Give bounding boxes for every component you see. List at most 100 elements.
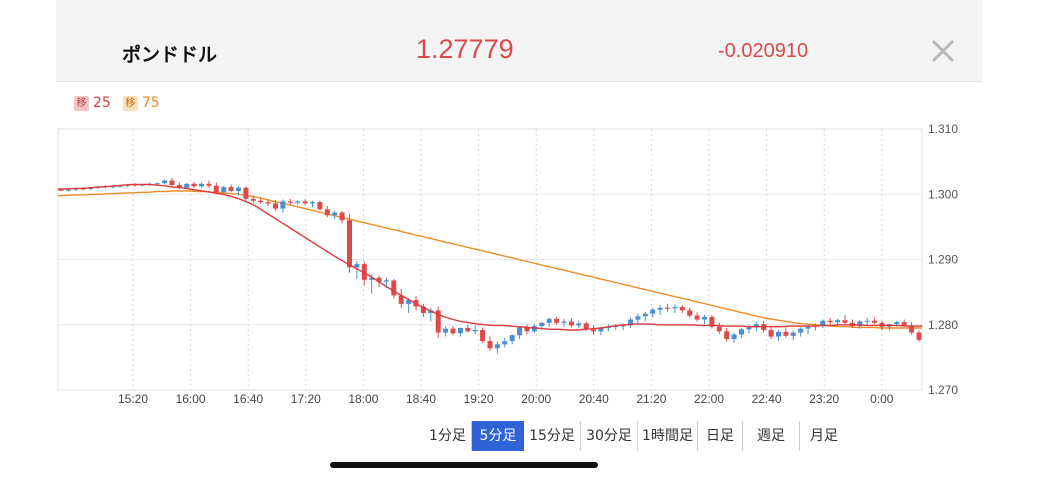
candle-body [635,316,640,319]
candle-body [798,329,803,333]
candle-body [894,322,899,324]
candle-body [155,183,160,184]
candle-body [769,330,774,337]
candle-body [865,321,870,322]
candle-body [917,333,922,340]
home-indicator [330,462,598,468]
x-tick-label: 19:20 [464,392,494,406]
candle-body [569,322,574,326]
x-tick-label: 16:00 [176,392,206,406]
candle-body [562,322,567,323]
candle-body [384,280,389,281]
tf-daily-button[interactable]: 日足 [698,421,743,451]
candle-body [576,323,581,325]
candle-body [325,209,330,215]
candle-body [806,327,811,329]
candle-body [59,190,64,191]
x-tick-label: 20:00 [521,392,551,406]
y-tick-label: 1.300 [928,187,958,201]
candle-body [502,341,507,344]
candle-body [717,327,722,332]
candle-body [650,310,655,314]
tf-1hour-button[interactable]: 1時間足 [638,421,698,451]
candle-body [480,330,485,341]
candle-body [702,317,707,320]
candle-body [687,310,692,315]
ma25-line [58,185,922,331]
candle-body [672,307,677,308]
timeframe-selector: 1分足 5分足 15分足 30分足 1時間足 日足 週足 月足 [424,420,848,452]
x-tick-label: 22:00 [694,392,724,406]
candle-body [288,201,293,202]
x-tick-label: 16:40 [233,392,263,406]
candle-body [332,213,337,216]
candle-body [184,184,189,188]
candle-body [295,201,300,202]
candle-body [539,323,544,326]
candle-body [902,322,907,325]
y-tick-label: 1.270 [928,383,958,397]
tf-15min-button[interactable]: 15分足 [524,421,581,451]
candle-body [665,308,670,309]
x-tick-label: 22:40 [752,392,782,406]
candle-body [554,319,559,323]
x-tick-label: 18:40 [406,392,436,406]
tf-weekly-button[interactable]: 週足 [743,421,800,451]
candle-body [458,328,463,333]
candle-body [473,330,478,331]
candle-body [214,186,219,193]
candle-body [66,190,71,191]
candle-body [739,329,744,334]
tf-monthly-button[interactable]: 月足 [800,421,848,451]
candle-body [251,199,256,201]
tf-5min-button[interactable]: 5分足 [472,421,524,451]
candle-body [791,333,796,336]
x-tick-label: 21:20 [636,392,666,406]
candle-body [510,335,515,341]
candle-body [591,329,596,331]
candle-body [273,203,278,208]
x-tick-label: 23:20 [809,392,839,406]
candle-body [835,320,840,322]
candle-body [465,328,470,331]
candle-body [843,320,848,323]
candle-body [451,329,456,334]
candle-body [266,202,271,203]
x-tick-label: 20:40 [579,392,609,406]
y-tick-label: 1.310 [928,122,958,136]
candle-body [221,187,226,192]
candle-body [443,329,448,333]
candle-body [340,213,345,221]
candle-body [317,202,322,209]
y-tick-label: 1.280 [928,318,958,332]
candle-body [206,184,211,186]
x-tick-label: 15:20 [118,392,148,406]
candle-body [488,341,493,348]
candle-body [303,201,308,203]
candle-body [783,332,788,336]
x-tick-label: 0:00 [870,392,894,406]
candle-body [347,220,352,267]
candle-body [495,344,500,348]
candle-body [695,316,700,320]
candle-body [391,280,396,295]
candle-body [162,181,167,184]
candle-body [310,202,315,203]
candle-body [517,327,522,335]
tf-1min-button[interactable]: 1分足 [424,421,472,451]
candle-body [258,201,263,202]
candle-body [680,307,685,310]
candlestick-chart: 1.3101.3001.2901.2801.27015:20 16:00 16:40… [0,0,982,410]
candle-body [280,201,285,208]
candle-body [872,321,877,323]
candle-body [354,264,359,267]
candle-body [199,184,204,187]
x-tick-label: 17:20 [291,392,321,406]
candle-body [229,187,234,191]
candle-body [732,335,737,340]
candle-body [643,314,648,317]
candle-body [243,188,248,199]
candle-body [746,327,751,329]
tf-30min-button[interactable]: 30分足 [581,421,638,451]
candle-body [724,331,729,339]
